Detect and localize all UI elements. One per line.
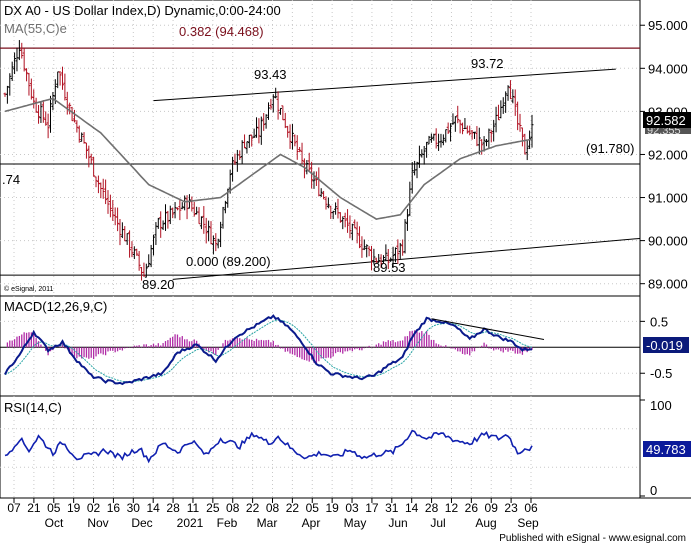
x-day-label: 05: [47, 501, 61, 515]
rsi-value-badge-bg: [643, 441, 691, 457]
rsi-line: [4, 429, 533, 464]
x-day-label: 14: [405, 501, 419, 515]
price-tick-label: 91.000: [648, 191, 688, 206]
macd-value-badge-bg: [643, 337, 689, 353]
chart-title: DX A0 - US Dollar Index,D) Dynamic,0:00-…: [4, 3, 281, 18]
low-fib-label: 0.000 (89.200): [186, 254, 271, 269]
x-day-label: 14: [147, 501, 161, 515]
ma-label: MA(55,C)e: [4, 21, 67, 36]
last-price-badge: 92.582: [646, 113, 686, 128]
x-month-label: Apr: [302, 516, 321, 530]
low-1-label: 89.20: [142, 277, 175, 292]
x-month-label: Jun: [388, 516, 407, 530]
rsi-label: RSI(14,C): [4, 400, 62, 415]
high-2-label: 93.72: [471, 56, 504, 71]
rsi-tick-label: 0: [650, 483, 657, 498]
chart-copyright: © eSignal, 2011: [4, 285, 54, 293]
axes-layer: 95.00094.00093.00092.00091.00090.00089.0…: [7, 18, 687, 530]
x-day-label: 08: [266, 501, 280, 515]
x-day-label: 03: [345, 501, 359, 515]
support-label: (91.780): [586, 141, 634, 156]
x-month-label: Oct: [45, 516, 64, 530]
x-day-label: 28: [425, 501, 439, 515]
price-tick-label: 89.000: [648, 277, 688, 292]
x-day-label: 23: [504, 501, 518, 515]
x-day-label: 17: [365, 501, 379, 515]
left-cut-label: .74: [2, 172, 20, 187]
x-month-label: Aug: [475, 516, 496, 530]
macd-label: MACD(12,26,9,C): [4, 299, 107, 314]
gridlines: [0, 0, 640, 498]
macd-tick-label: -0.5: [650, 366, 672, 381]
overlays-layer: [4, 97, 533, 220]
rsi-value-badge: 49.783: [646, 442, 686, 457]
macd-trendline: [431, 318, 545, 341]
x-day-label: 22: [246, 501, 260, 515]
price-tick-label: 94.000: [648, 61, 688, 76]
price-tick-label: 90.000: [648, 234, 688, 249]
x-day-label: 19: [325, 501, 339, 515]
x-day-label: 22: [286, 501, 300, 515]
last-price-badge-bg: [643, 112, 691, 128]
x-day-label: 08: [226, 501, 240, 515]
rsi-tick-label: 100: [650, 398, 672, 413]
ma-value-badge-bg: [645, 126, 691, 134]
x-day-label: 07: [7, 501, 21, 515]
footer-bar: [0, 530, 691, 545]
x-day-label: 21: [27, 501, 41, 515]
candles-layer: [3, 40, 534, 281]
high-1-label: 93.43: [254, 67, 287, 82]
x-month-label: Nov: [87, 516, 108, 530]
x-month-label: Feb: [217, 516, 238, 530]
x-month-label: May: [344, 516, 367, 530]
x-day-label: 25: [206, 501, 220, 515]
ma-line: [4, 97, 533, 220]
x-day-label: 26: [465, 501, 479, 515]
x-day-label: 12: [445, 501, 459, 515]
lower-trendline: [172, 237, 640, 280]
x-day-label: 31: [385, 501, 399, 515]
x-day-label: 11: [187, 501, 200, 515]
x-month-label: Dec: [131, 516, 152, 530]
x-day-label: 06: [524, 501, 538, 515]
price-tick-label: 92.000: [648, 147, 688, 162]
macd-line: [4, 314, 532, 386]
macd-layer: [0, 314, 640, 386]
rsi-panel-frame: [0, 395, 641, 499]
fib-label: 0.382 (94.468): [179, 24, 264, 39]
upper-trendline: [153, 68, 616, 102]
footer-text: Published with eSignal - www.esignal.com: [499, 533, 686, 544]
price-tick-label: 95.000: [648, 18, 688, 33]
levels-layer: [0, 47, 640, 280]
x-day-label: 09: [485, 501, 499, 515]
x-day-label: 28: [166, 501, 180, 515]
x-month-label: 2021: [177, 516, 204, 530]
macd-value-badge: -0.019: [646, 338, 683, 353]
x-month-label: Jul: [430, 516, 445, 530]
x-day-label: 30: [127, 501, 141, 515]
x-day-label: 05: [306, 501, 320, 515]
rsi-layer: [0, 428, 640, 468]
macd-panel-frame: [0, 295, 641, 397]
x-month-label: Mar: [257, 516, 278, 530]
x-month-label: Sep: [517, 516, 539, 530]
price-panel-frame: [0, 0, 641, 297]
x-day-label: 02: [87, 501, 101, 515]
x-day-label: 16: [107, 501, 121, 515]
low-2-label: 89.53: [373, 260, 406, 275]
x-day-label: 19: [67, 501, 81, 515]
macd-tick-label: 0.5: [650, 314, 668, 329]
